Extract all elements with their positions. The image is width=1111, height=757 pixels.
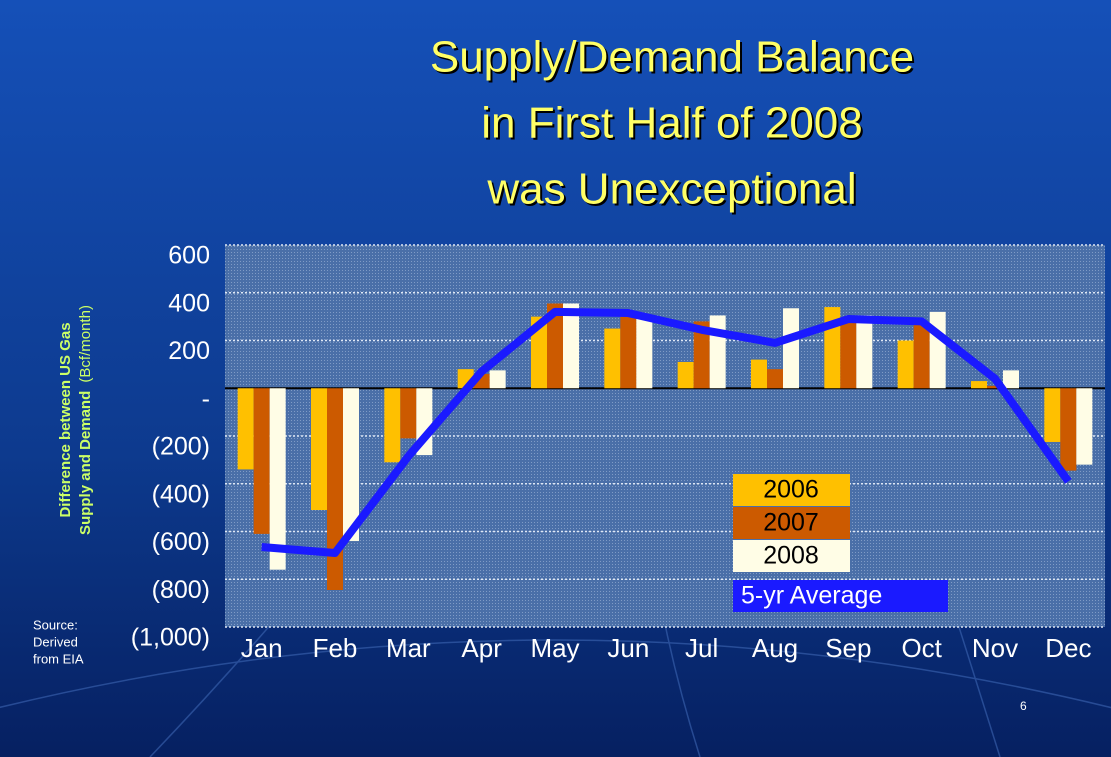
bar <box>1003 370 1019 389</box>
bar <box>677 361 694 389</box>
bar <box>531 316 547 389</box>
bar <box>840 319 857 389</box>
average-line <box>261 307 1072 557</box>
y-tick-label: (600) <box>152 528 210 556</box>
legend-label: 5-yr Average <box>741 582 882 610</box>
bar <box>604 328 621 389</box>
bar <box>709 315 726 389</box>
bar <box>400 388 417 439</box>
bar <box>343 388 359 542</box>
source-note: Derived <box>33 634 78 649</box>
title-line: in First Half of 2008 <box>481 99 863 148</box>
bar <box>269 388 286 570</box>
page-number: 6 <box>1020 699 1027 713</box>
bar <box>620 314 637 389</box>
y-axis-label: Difference between US Gas Supply and Dema… <box>57 305 94 535</box>
y-axis-label-line: Supply and Demand <box>77 391 94 535</box>
bar <box>856 315 873 389</box>
legend-swatch <box>733 540 850 572</box>
y-tick-label: (800) <box>152 576 210 604</box>
y-tick-label: (400) <box>152 480 210 508</box>
bar <box>751 359 767 389</box>
x-tick-label: Sep <box>825 633 871 663</box>
y-tick-label: 200 <box>168 337 210 365</box>
legend-label: 2008 <box>763 542 819 570</box>
y-tick-label: (1,000) <box>131 624 210 652</box>
bar <box>327 388 343 590</box>
legend-swatch <box>733 507 850 539</box>
bar <box>253 388 270 534</box>
x-tick-label: Jul <box>685 633 718 663</box>
bar <box>897 340 914 389</box>
bar <box>1044 388 1061 442</box>
y-axis-label-line: Difference between US Gas <box>57 322 74 517</box>
bar <box>693 321 710 389</box>
bar <box>1060 388 1077 471</box>
y-tick-label: 600 <box>168 242 210 270</box>
x-tick-label: Aug <box>752 633 798 663</box>
x-tick-label: Jun <box>607 633 649 663</box>
bar <box>384 388 401 463</box>
source-note: from EIA <box>33 651 84 666</box>
x-tick-label: May <box>530 633 579 663</box>
bar <box>636 319 653 389</box>
x-tick-label: Feb <box>313 633 358 663</box>
bar <box>1076 388 1093 465</box>
bar <box>929 311 946 389</box>
legend-label: 2007 <box>763 509 819 537</box>
x-tick-label: Apr <box>461 633 502 663</box>
title-line: Supply/Demand Balance <box>430 33 914 82</box>
bar <box>547 303 563 389</box>
y-tick-label: 400 <box>168 289 210 317</box>
bar <box>987 385 1003 389</box>
y-axis-label-unit: (Bcf/month) <box>77 305 94 387</box>
x-tick-label: Dec <box>1045 633 1091 663</box>
x-tick-label: Mar <box>386 633 431 663</box>
legend-label: 2006 <box>763 476 819 504</box>
legend-swatch <box>733 474 850 506</box>
title: Supply/Demand Balance in First Half of 20… <box>430 33 914 214</box>
bar <box>913 323 930 389</box>
x-tick-label: Oct <box>901 633 942 663</box>
title-line: was Unexceptional <box>486 165 856 214</box>
bar <box>563 303 579 389</box>
y-tick-label: (200) <box>152 433 210 461</box>
bar <box>237 388 254 470</box>
y-tick-label: - <box>202 385 210 413</box>
bar <box>767 369 783 389</box>
bar <box>971 381 987 389</box>
bar <box>783 308 799 389</box>
bar <box>489 370 506 389</box>
x-tick-label: Jan <box>241 633 283 663</box>
legend-swatch <box>733 580 948 612</box>
bar <box>311 388 327 511</box>
x-tick-label: Nov <box>972 633 1018 663</box>
source-note: Source: <box>33 617 78 632</box>
